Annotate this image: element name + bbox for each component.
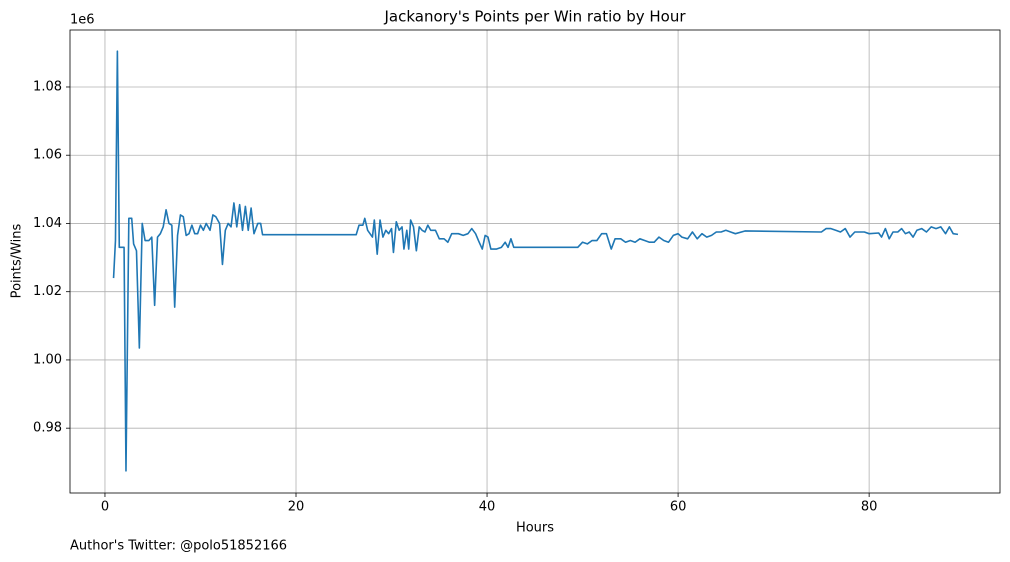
- data-line: [112, 50, 959, 472]
- y-tick-label: 0.98: [33, 421, 62, 436]
- y-axis-label: Points/Wins: [10, 223, 25, 298]
- plot-frame: [69, 29, 1001, 494]
- y-tick-label: 1.04: [33, 216, 62, 231]
- y-tick-label: 1.02: [33, 284, 62, 299]
- y-tick-label: 1.00: [33, 352, 62, 367]
- x-tick-label: 40: [479, 500, 496, 515]
- x-tick-label: 80: [861, 500, 878, 515]
- x-tick-label: 60: [670, 500, 687, 515]
- x-tick-label: 0: [101, 500, 109, 515]
- chart-title: Jackanory's Points per Win ratio by Hour: [383, 8, 686, 26]
- x-axis-label: Hours: [516, 521, 554, 536]
- footnote: Author's Twitter: @polo51852166: [70, 539, 287, 554]
- y-tick-label: 1.06: [33, 148, 62, 163]
- y-tick-label: 1.08: [33, 79, 62, 94]
- x-tick-label: 20: [288, 500, 305, 515]
- y-offset-text: 1e6: [70, 13, 95, 28]
